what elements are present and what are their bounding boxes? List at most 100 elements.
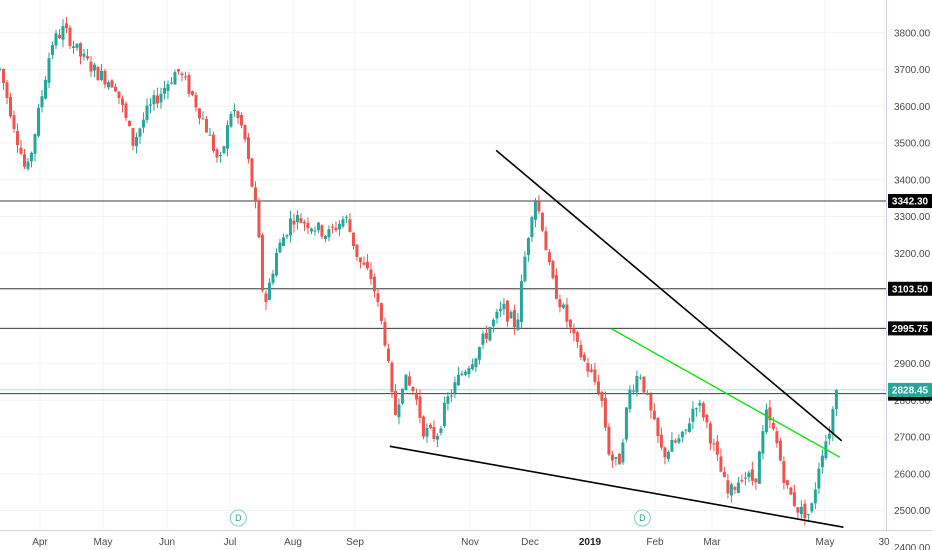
candle-body	[43, 79, 47, 99]
candle-body	[831, 409, 835, 435]
time-axis[interactable]: Apr May Jun Jul Aug Sep Nov Dec 2019 Feb Mar May 30	[32, 537, 890, 548]
x-tick-label: Feb	[646, 537, 664, 548]
level-price-tag-bg	[888, 321, 932, 336]
candle-body	[589, 369, 593, 372]
candle-body	[386, 348, 390, 361]
candle-body	[750, 469, 754, 481]
candle-body	[705, 414, 709, 423]
candle-body	[369, 269, 373, 280]
candle-body	[40, 96, 44, 108]
candle-body	[365, 261, 369, 269]
candle-body	[103, 70, 107, 85]
candle-body	[736, 482, 740, 493]
candle-body	[271, 273, 275, 283]
x-tick-label: Nov	[461, 537, 479, 548]
candle-body	[225, 125, 229, 149]
candle-body	[740, 479, 744, 482]
candle-body	[523, 256, 527, 282]
candle-body	[820, 455, 824, 468]
event-marker	[633, 509, 651, 527]
candle-body	[726, 480, 730, 494]
candle-body	[554, 275, 558, 299]
candle-body	[197, 108, 201, 119]
level-price-tag-bg	[888, 194, 932, 209]
candle-body	[89, 61, 93, 72]
candle-body	[502, 303, 506, 310]
candle-body	[516, 319, 520, 330]
candle-body	[722, 471, 726, 477]
candle-body	[236, 111, 240, 119]
y-tick-label: 3300.00	[894, 212, 931, 223]
candle-body	[320, 225, 324, 237]
candle-body	[792, 492, 796, 506]
candle-body	[460, 373, 464, 376]
candle-body	[733, 487, 737, 490]
candle-body	[418, 396, 422, 418]
x-tick-label: Jun	[159, 537, 175, 548]
candle-body	[110, 80, 114, 88]
candle-body	[600, 391, 604, 401]
candle-body	[239, 115, 243, 126]
x-tick-label: Mar	[703, 537, 721, 548]
candle-body	[414, 394, 418, 400]
candle-body	[677, 438, 681, 443]
candle-body	[355, 244, 359, 258]
candle-body	[701, 403, 705, 418]
candle-body	[488, 327, 492, 341]
candle-body	[243, 125, 247, 140]
candle-body	[22, 154, 26, 167]
candle-body	[26, 161, 30, 169]
candle-body	[617, 453, 621, 465]
candle-body	[0, 68, 2, 70]
candle-body	[124, 103, 128, 119]
candle-body	[708, 423, 712, 444]
candle-body	[281, 237, 285, 247]
x-tick-label: 2019	[579, 537, 602, 548]
candle-body	[474, 358, 478, 368]
candle-body	[645, 393, 649, 395]
candle-body	[162, 87, 166, 94]
candle-body	[631, 390, 635, 392]
candle-body	[789, 487, 793, 495]
candle-body	[565, 304, 569, 322]
price-axis[interactable]: 2500.002600.002700.002800.002900.003000.…	[894, 0, 931, 550]
horizontal-levels	[0, 200, 886, 395]
candle-body	[803, 503, 807, 519]
candle-body	[624, 407, 628, 440]
x-tick-label: Jul	[224, 537, 237, 548]
candle-body	[337, 223, 341, 230]
candle-body	[232, 109, 236, 112]
candle-body	[439, 428, 443, 433]
candle-body	[463, 371, 467, 375]
candle-body	[33, 134, 37, 154]
candle-body	[596, 381, 600, 394]
candle-body	[729, 484, 733, 496]
candle-body	[260, 234, 264, 291]
candle-body	[593, 369, 597, 382]
candle-body	[568, 319, 572, 328]
candle-body	[1, 68, 5, 83]
candle-body	[222, 146, 226, 153]
candle-body	[719, 456, 723, 472]
candle-body	[642, 376, 646, 393]
candle-body	[61, 26, 65, 40]
candle-body	[96, 66, 100, 81]
candle-body	[379, 303, 383, 321]
candle-body	[498, 308, 502, 312]
candle-body	[509, 311, 513, 319]
candle-body	[547, 252, 551, 263]
candle-body	[698, 402, 702, 406]
candle-body	[810, 503, 814, 512]
event-marker	[229, 509, 247, 527]
candle-body	[519, 281, 523, 323]
candle-body	[292, 220, 296, 225]
candle-body	[134, 136, 138, 147]
candle-body	[530, 217, 534, 238]
candle-body	[344, 216, 348, 218]
candle-body	[75, 43, 79, 48]
candle-body	[155, 95, 159, 104]
candle-body	[313, 230, 317, 232]
candle-body	[785, 480, 789, 486]
candle-body	[327, 229, 331, 238]
